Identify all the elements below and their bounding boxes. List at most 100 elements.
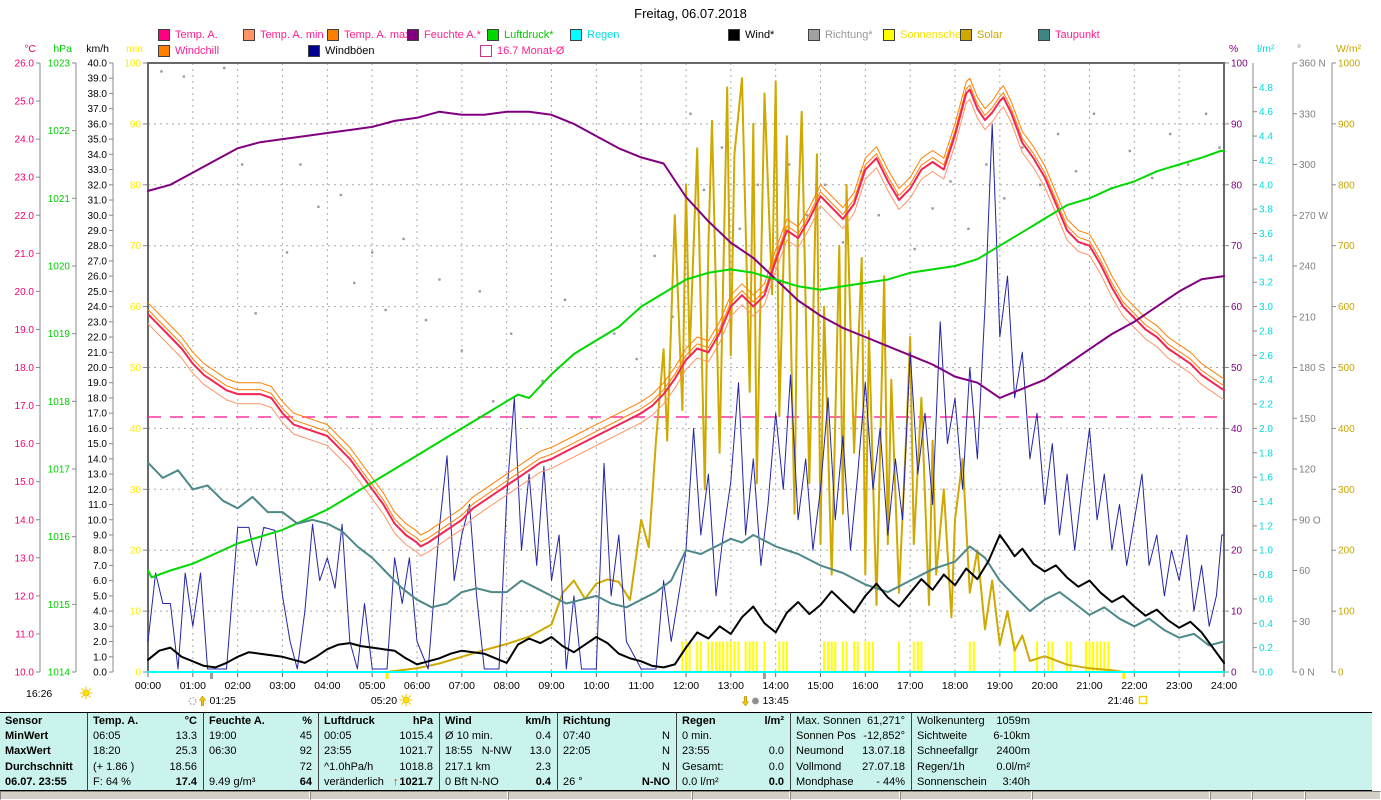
table-cell: 13.3 (175, 730, 197, 743)
svg-text:39.0: 39.0 (88, 74, 108, 85)
table-cell: % (302, 714, 312, 727)
sun-icon (401, 702, 404, 705)
svg-text:17.0: 17.0 (88, 409, 108, 420)
table-cell: 0.4 (535, 730, 551, 743)
svg-text:3.8: 3.8 (1259, 205, 1273, 216)
table-row: N (558, 759, 676, 774)
svg-text:0.6: 0.6 (1259, 594, 1273, 605)
legend-swatch-icon (1038, 29, 1050, 41)
table-row: 26 ° N-NO (558, 775, 676, 790)
svg-text:50: 50 (1231, 363, 1243, 374)
svg-text:70: 70 (130, 241, 142, 252)
table-row: MaxWert (0, 744, 87, 759)
legend-item-temp-a: Temp. A. (158, 29, 218, 41)
series-richtung (160, 66, 1221, 420)
table-row: veränderlich ↑1021.7 (319, 775, 439, 790)
svg-text:1021: 1021 (48, 194, 71, 205)
svg-text:100: 100 (1231, 59, 1248, 70)
svg-text:700: 700 (1338, 241, 1355, 252)
table-cell: 06:30 (209, 745, 237, 758)
status-bar-segment (310, 791, 508, 800)
svg-text:2.6: 2.6 (1259, 351, 1273, 362)
svg-text:17.0: 17.0 (15, 401, 35, 412)
table-cell: ↑1021.7 (392, 776, 433, 789)
svg-text:30: 30 (1231, 485, 1243, 496)
legend-swatch-icon (243, 29, 255, 41)
svg-text:13.0: 13.0 (88, 470, 108, 481)
svg-text:22.0: 22.0 (88, 333, 108, 344)
table-row: Regen l/m² (677, 713, 790, 728)
table-row: (+ 1.86 ) 18.56 (88, 759, 203, 774)
table-column: Temp. A. °C 06:05 13.3 18:20 25.3 (+ 1.86 ) 18.… (88, 713, 204, 790)
series-taupunkt (147, 461, 1225, 647)
svg-text:5.0: 5.0 (93, 591, 107, 602)
legend-swatch-icon (960, 29, 972, 41)
svg-text:13.0: 13.0 (15, 553, 35, 564)
svg-text:10.0: 10.0 (88, 515, 108, 526)
table-cell: 1015.4 (399, 730, 433, 743)
table-cell: ^1.0hPa/h (324, 760, 374, 773)
svg-text:27.0: 27.0 (88, 256, 108, 267)
svg-text:34.0: 34.0 (88, 150, 108, 161)
table-cell: MaxWert (5, 745, 51, 758)
sun-icon (402, 696, 410, 704)
table-cell: 23:55 (682, 745, 710, 758)
table-row: Durchschnitt (0, 759, 87, 774)
svg-text:80: 80 (1231, 180, 1243, 191)
svg-text:60: 60 (1299, 566, 1311, 577)
svg-text:14.0: 14.0 (15, 515, 35, 526)
table-row: Schneefallgr 2400m (912, 744, 1036, 759)
svg-text:11:00: 11:00 (628, 680, 654, 692)
svg-text:1018: 1018 (48, 397, 71, 408)
table-cell: 1059m (996, 714, 1030, 727)
svg-text:2.0: 2.0 (1259, 424, 1273, 435)
table-cell: Sonnenschein (917, 776, 987, 789)
table-cell: Neumond (796, 745, 844, 758)
legend-swatch-icon (808, 29, 820, 41)
sunset-icon (1138, 695, 1148, 705)
status-bar-segment (790, 791, 900, 800)
svg-text:29.0: 29.0 (88, 226, 108, 237)
legend-item-16-7-monat: 16.7 Monat-Ø (480, 45, 564, 57)
table-row: Temp. A. °C (88, 713, 203, 728)
svg-text:13:00: 13:00 (718, 680, 744, 692)
table-cell: 1021.7 (399, 745, 433, 758)
series-temp-a-min (147, 98, 1225, 557)
astro-event-2146: 21:46 (1108, 673, 1148, 707)
table-cell: 13.07.18 (862, 745, 905, 758)
table-cell: 0 min. (682, 730, 712, 743)
table-cell: Luftdruck (324, 714, 375, 727)
svg-text:2.8: 2.8 (1259, 326, 1273, 337)
table-row: Vollmond 27.07.18 (791, 759, 911, 774)
table-row: 72 (204, 759, 318, 774)
svg-text:2.4: 2.4 (1259, 375, 1273, 386)
table-row: 00:05 1015.4 (319, 728, 439, 743)
table-row: Sichtweite 6-10km (912, 728, 1036, 743)
svg-text:15:00: 15:00 (807, 680, 833, 692)
status-bar-segment (692, 791, 790, 800)
legend-item-regen: Regen (570, 29, 619, 41)
svg-text:800: 800 (1338, 180, 1355, 191)
series-wind (147, 534, 1225, 669)
table-row: Gesamt: 0.0 (677, 759, 790, 774)
status-bar-segment (1210, 791, 1252, 800)
svg-text:16.0: 16.0 (15, 439, 35, 450)
x-axis: 00:00 01:00 02:00 03:00 04:00 05:00 06:00 07:00… (135, 672, 1237, 692)
svg-text:6.0: 6.0 (93, 576, 107, 587)
table-cell: 0.0 (768, 745, 784, 758)
svg-text:300: 300 (1338, 485, 1355, 496)
svg-text:40: 40 (1231, 424, 1243, 435)
sun-icon (81, 688, 84, 691)
table-row: 18:55 N-NW 13.0 (440, 744, 557, 759)
astro-event-1345: 13:45 (741, 673, 789, 707)
svg-text:03:00: 03:00 (269, 680, 295, 692)
svg-text:360 N: 360 N (1299, 59, 1326, 70)
svg-text:40.0: 40.0 (88, 59, 108, 70)
svg-text:80: 80 (130, 180, 142, 191)
svg-text:l/m²: l/m² (1257, 43, 1275, 55)
svg-text:06:00: 06:00 (404, 680, 430, 692)
svg-text:10: 10 (130, 607, 142, 618)
sun-icon (408, 702, 411, 705)
svg-text:33.0: 33.0 (88, 165, 108, 176)
svg-text:00:00: 00:00 (135, 680, 161, 692)
